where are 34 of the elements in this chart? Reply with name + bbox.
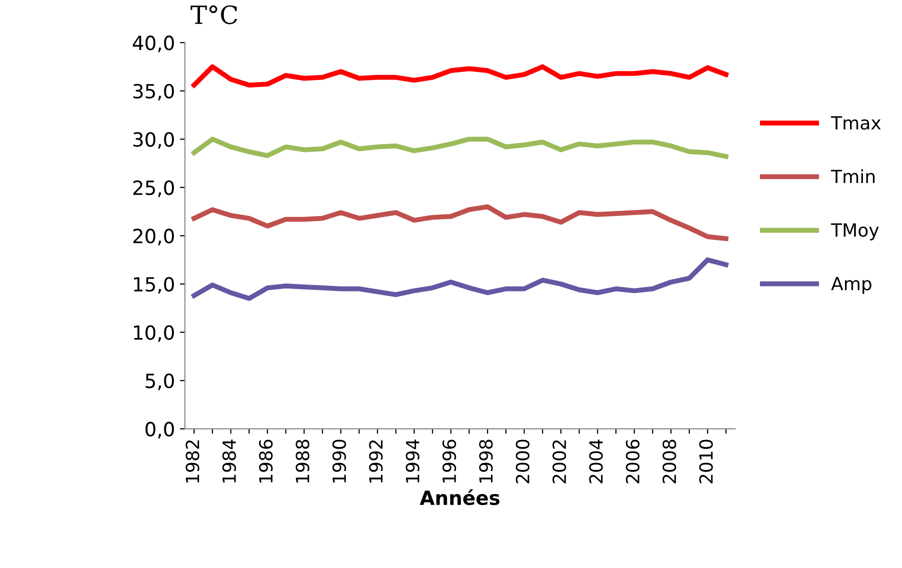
- y-tick-label: 10,0: [134, 325, 174, 342]
- line-series: [192, 64, 728, 88]
- x-tick-label: 1994: [406, 440, 420, 483]
- x-tick-label: 2000: [516, 440, 530, 484]
- x-tick-label: 1982: [186, 440, 200, 483]
- y-axis-title: T°C: [190, 5, 238, 24]
- y-tick-label: 15,0: [134, 276, 174, 294]
- legend-label: TMoy: [830, 223, 879, 240]
- y-tick-label: 40,0: [132, 36, 174, 52]
- legend-label: Amp: [831, 277, 872, 294]
- line-series: [192, 204, 728, 242]
- x-axis-title: Années: [420, 489, 500, 506]
- x-tick-label: 1992: [369, 440, 383, 483]
- x-tick-label: 2008: [662, 440, 676, 484]
- x-tick-label: 2004: [589, 440, 603, 484]
- x-tick-label: 1996: [442, 440, 456, 483]
- x-tick-label: 1998: [479, 440, 493, 483]
- x-tick-label: 2006: [626, 440, 640, 484]
- x-tick-label: 1988: [296, 440, 310, 483]
- x-tick-label: 1984: [222, 440, 236, 483]
- line-series: [192, 136, 728, 159]
- y-tick-label: 25,0: [133, 180, 174, 198]
- y-tick-label: 5,0: [146, 374, 174, 390]
- y-tick-label: 30,0: [133, 132, 174, 149]
- line-series: [192, 257, 728, 301]
- y-tick-label: 20,0: [133, 228, 174, 246]
- y-tick-label: 0,0: [146, 422, 174, 438]
- x-tick-label: 2002: [552, 440, 566, 484]
- x-tick-label: 2010: [699, 440, 713, 484]
- legend-label: Tmin: [830, 169, 875, 184]
- x-tick-label: 1986: [259, 440, 273, 483]
- legend-label: Tmax: [830, 116, 881, 130]
- x-tick-label: 1990: [332, 440, 346, 483]
- y-tick-label: 35,0: [133, 84, 174, 101]
